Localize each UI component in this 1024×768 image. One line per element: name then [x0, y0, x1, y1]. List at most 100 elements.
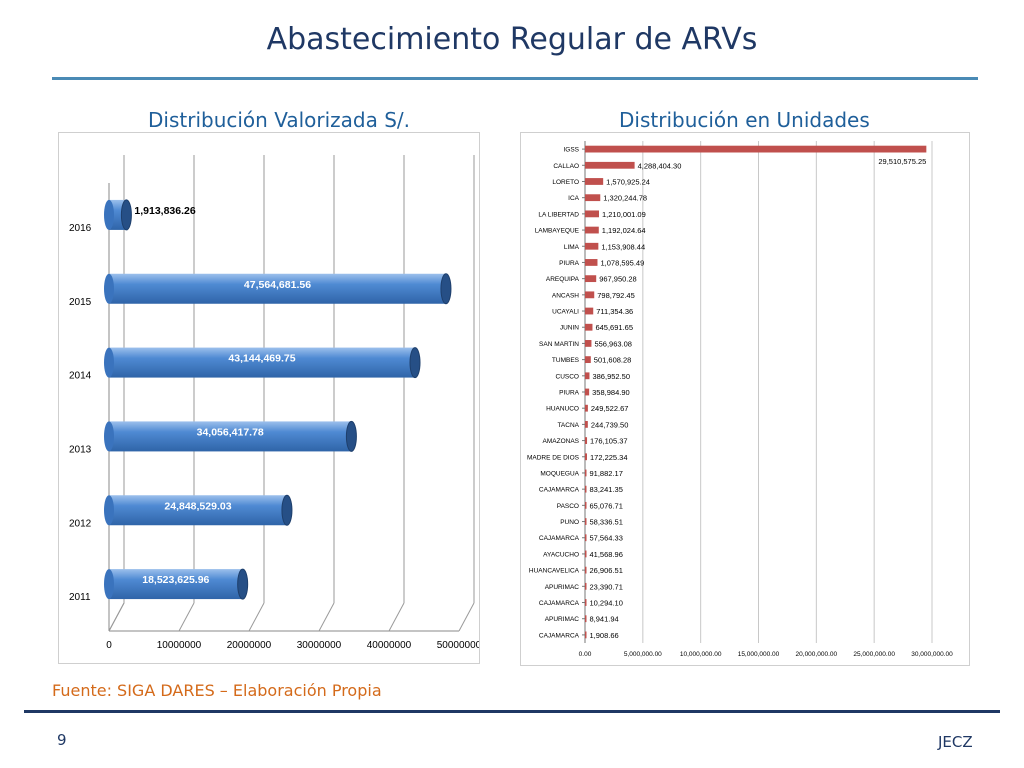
- data-label: 41,568.96: [590, 550, 623, 559]
- bar: [109, 569, 243, 600]
- y-tick-label: TACNA: [557, 422, 579, 429]
- x-tick-label: 30,000,000.00: [911, 651, 953, 658]
- y-tick-label: PIURA: [559, 260, 580, 267]
- bar: [585, 615, 587, 623]
- bar: [585, 420, 588, 428]
- data-label: 1,153,908.44: [601, 242, 645, 251]
- x-tick-label: 0: [106, 640, 112, 651]
- data-label: 58,336.51: [590, 518, 623, 527]
- y-tick-label: HUANUCO: [546, 406, 579, 413]
- data-label: 57,564.33: [590, 534, 623, 543]
- bar: [585, 356, 591, 364]
- bar-end-cap: [440, 273, 452, 305]
- bar: [585, 534, 587, 542]
- bar-end-cap: [120, 199, 132, 231]
- data-label: 244,739.50: [591, 420, 629, 429]
- y-tick-label: LA LIBERTAD: [538, 211, 579, 218]
- x-tick-label: 10000000: [157, 640, 202, 651]
- title-divider: [52, 77, 978, 80]
- y-tick-label: CAJAMARCA: [539, 632, 580, 639]
- bar: [585, 501, 587, 509]
- footer-divider: [24, 710, 1000, 713]
- bar-end-cap: [281, 494, 293, 526]
- data-label: 798,792.45: [597, 291, 635, 300]
- y-tick-label: JUNIN: [560, 325, 579, 332]
- bar: [585, 194, 601, 202]
- bar: [585, 437, 588, 444]
- x-tick-label: 40000000: [367, 640, 412, 651]
- y-tick-label: PIURA: [559, 390, 580, 397]
- data-label: 1,908.66: [590, 631, 619, 640]
- data-label: 1,078,595.49: [600, 258, 644, 267]
- y-tick-label: 2016: [69, 223, 92, 234]
- left-chart-panel: 0 10000000 20000000 30000000 40000000 5000000…: [58, 132, 480, 664]
- gridline-floor: [108, 602, 125, 632]
- y-tick-label: UCAYALI: [552, 309, 579, 316]
- bar: [585, 566, 587, 574]
- bar: [585, 291, 595, 299]
- data-label: 1,210,001.09: [602, 210, 646, 219]
- y-tick-label: MOQUEGUA: [540, 470, 579, 477]
- data-label: 29,510,575.25: [878, 157, 926, 166]
- data-label: 18,523,625.96: [142, 574, 209, 586]
- valorizada-bar-chart: 0 10000000 20000000 30000000 40000000 5000000…: [69, 155, 479, 651]
- x-tick-label: 0.00: [579, 651, 592, 658]
- data-label: 4,288,404.30: [638, 161, 682, 170]
- source-note: Fuente: SIGA DARES – Elaboración Propia: [52, 681, 382, 700]
- data-label: 65,076.71: [590, 501, 623, 510]
- x-tick-label: 50000000: [437, 640, 479, 651]
- x-tick-label: 20000000: [227, 640, 272, 651]
- bar-start-cap: [104, 347, 114, 378]
- data-label: 23,390.71: [590, 582, 623, 591]
- right-chart-panel: 0.00 5,000,000.00 10,000,000.00 15,000,000.…: [520, 132, 970, 666]
- data-label: 556,963.08: [594, 339, 632, 348]
- y-tick-label: CAJAMARCA: [539, 600, 580, 607]
- y-tick-label: CUSCO: [556, 373, 579, 380]
- data-label: 645,691.65: [595, 323, 633, 332]
- bar-start-cap: [104, 495, 114, 526]
- y-tick-label: CAJAMARCA: [539, 535, 580, 542]
- data-label: 172,225.34: [590, 453, 628, 462]
- left-chart-title: Distribución Valorizada S/.: [148, 108, 411, 132]
- y-tick-label: ICA: [568, 195, 580, 202]
- author-initials: JECZ: [938, 733, 973, 751]
- right-chart-title: Distribución en Unidades: [619, 108, 870, 132]
- x-tick-label: 5,000,000.00: [624, 651, 662, 658]
- data-label: 91,882.17: [590, 469, 623, 478]
- y-tick-label: APURIMAC: [545, 584, 580, 591]
- x-tick-label: 20,000,000.00: [796, 651, 838, 658]
- bar: [585, 550, 587, 558]
- bar: [585, 372, 590, 380]
- y-tick-label: HUANCAVELICA: [529, 568, 580, 575]
- x-tick-label: 25,000,000.00: [853, 651, 895, 658]
- data-label: 176,105.37: [590, 437, 628, 446]
- gridline-floor: [458, 602, 475, 632]
- bar: [585, 485, 587, 493]
- data-label: 10,294.10: [590, 599, 623, 608]
- data-label: 1,913,836.26: [134, 205, 195, 217]
- y-tick-label: LAMBAYEQUE: [535, 228, 580, 235]
- bar: [585, 469, 587, 477]
- y-tick-label: IGSS: [563, 147, 579, 154]
- bar: [585, 631, 587, 639]
- data-label: 1,192,024.64: [602, 226, 646, 235]
- bar: [585, 599, 587, 606]
- gridline-floor: [248, 602, 265, 632]
- bar: [585, 388, 590, 396]
- bar: [585, 404, 588, 412]
- data-label: 8,941.94: [590, 615, 619, 624]
- y-tick-label: 2013: [69, 444, 92, 455]
- bar-start-cap: [104, 273, 114, 304]
- y-tick-label: PUNO: [560, 519, 579, 526]
- y-tick-label: 2015: [69, 297, 92, 308]
- y-tick-label: LIMA: [564, 244, 580, 251]
- bar: [109, 347, 416, 378]
- data-label: 711,354.36: [596, 307, 633, 316]
- bar-start-cap: [104, 199, 114, 230]
- page-number: 9: [57, 731, 67, 749]
- bar: [585, 340, 592, 347]
- bar: [585, 145, 927, 153]
- data-label: 1,320,244.78: [603, 194, 647, 203]
- bar: [585, 582, 587, 590]
- y-tick-label: SAN MARTIN: [539, 341, 579, 348]
